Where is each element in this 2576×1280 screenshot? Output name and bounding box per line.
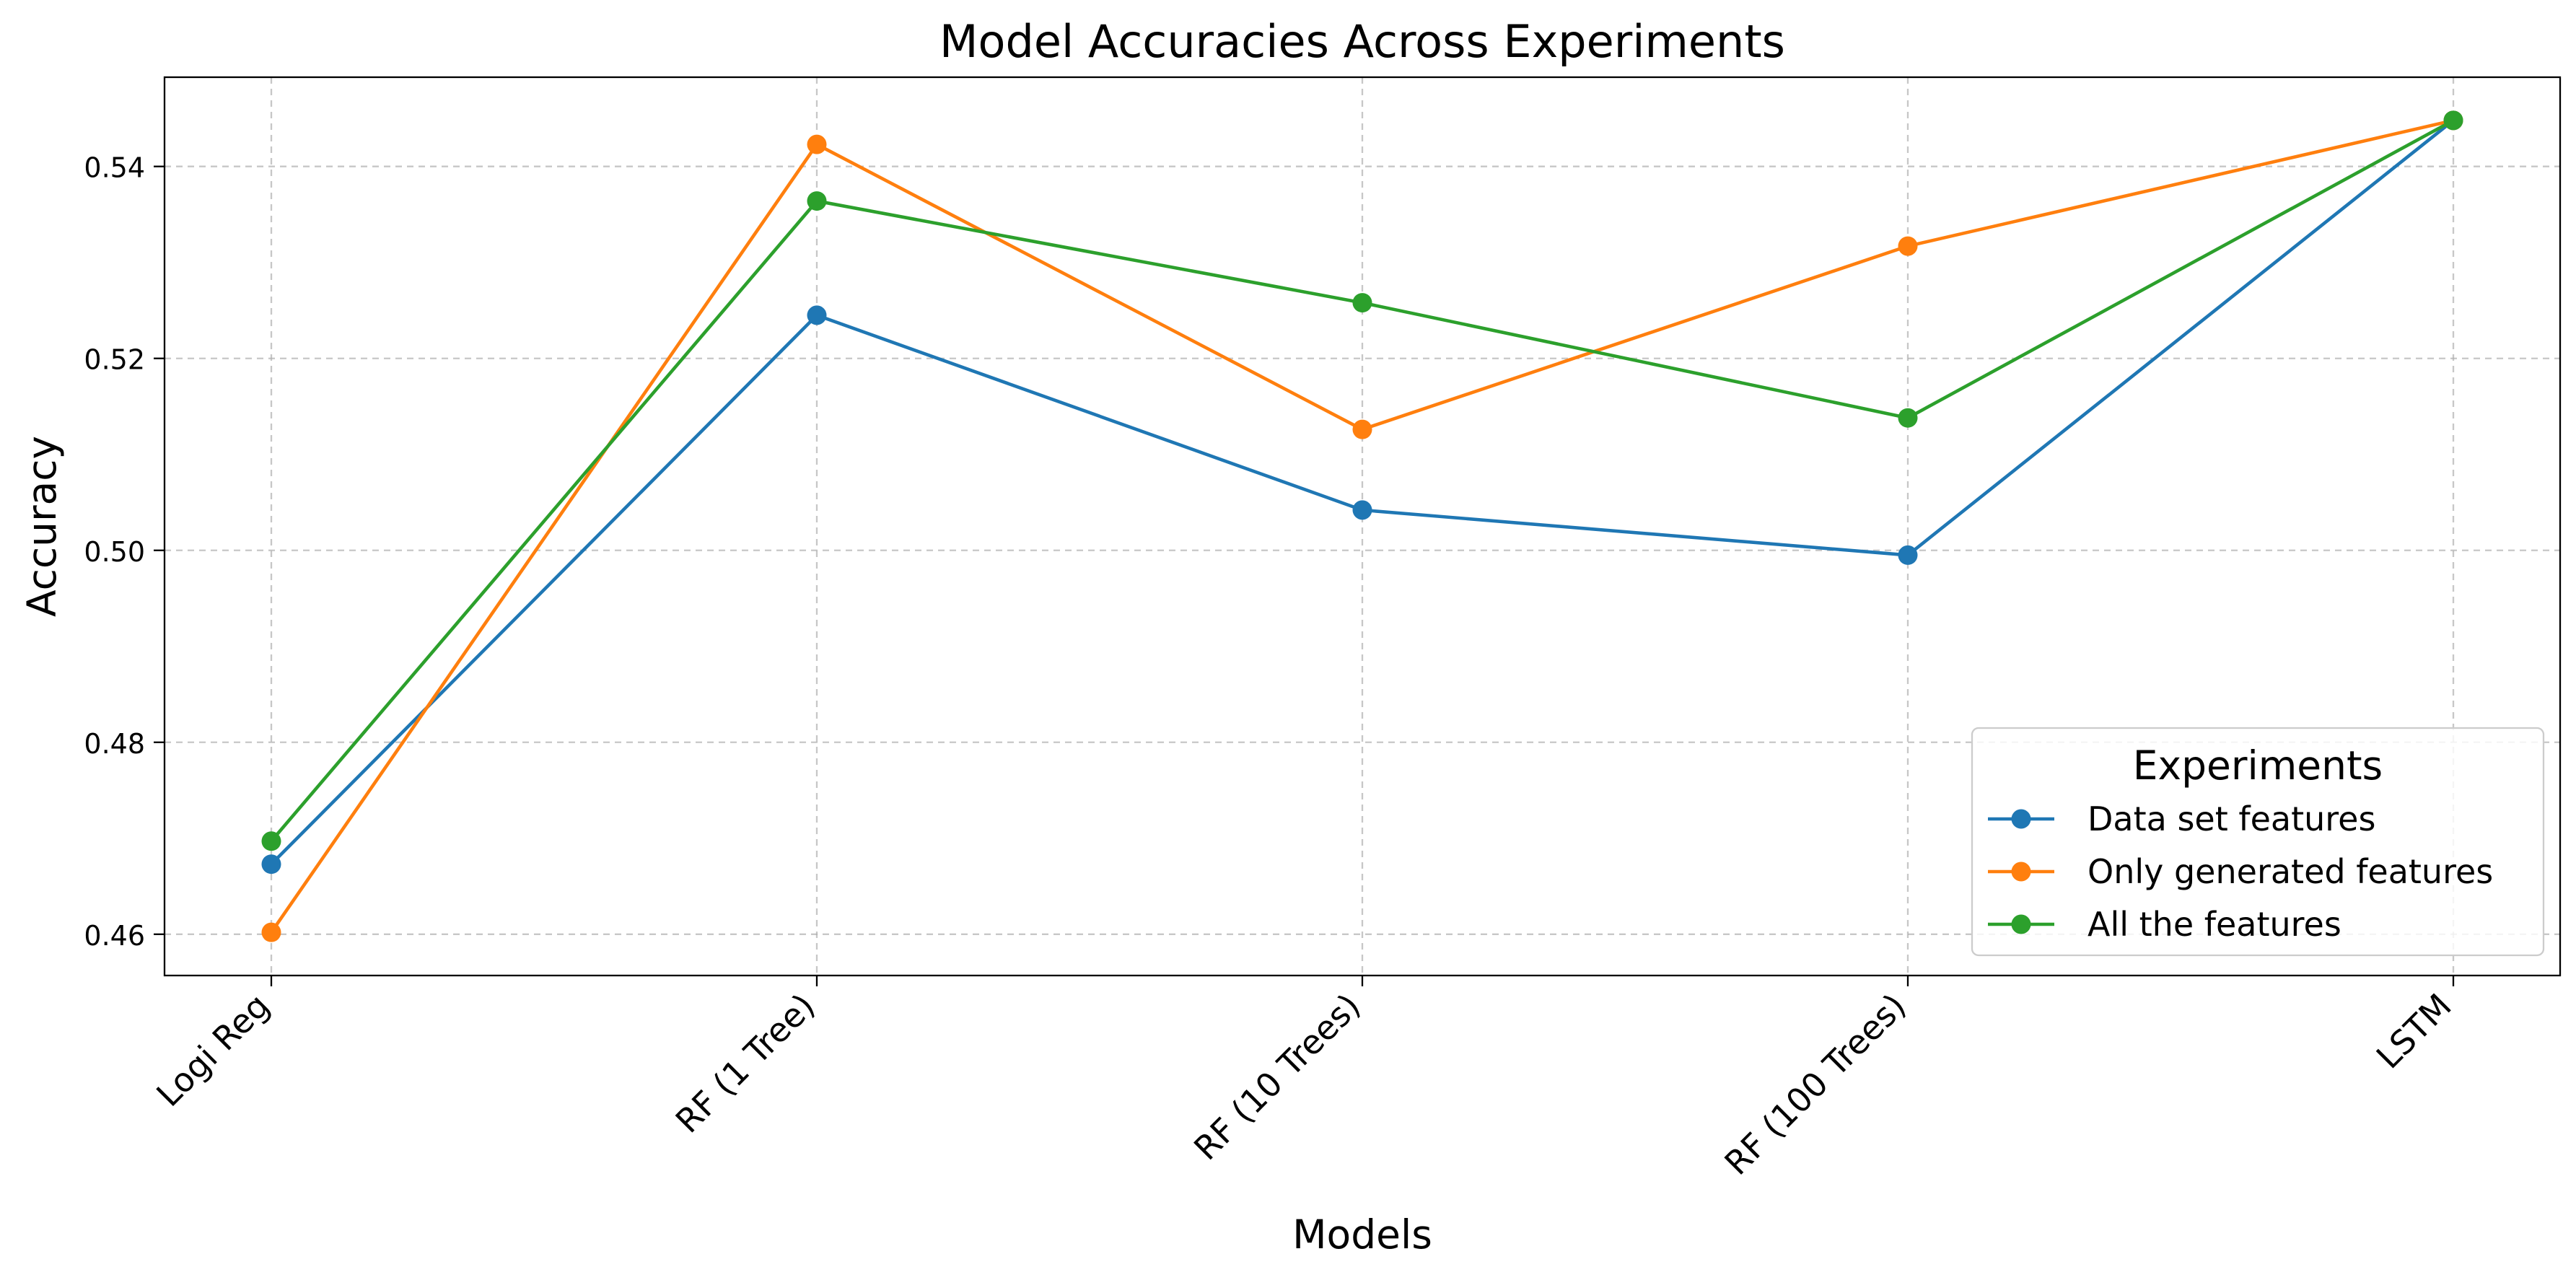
x-tick-label: RF (100 Trees) bbox=[1717, 986, 1913, 1183]
x-axis-label: Models bbox=[1292, 1211, 1432, 1258]
x-tick-label: RF (1 Tree) bbox=[668, 986, 823, 1141]
data-point-marker bbox=[261, 831, 281, 851]
legend-box bbox=[1971, 727, 2545, 957]
data-point-marker bbox=[1352, 500, 1372, 520]
x-tick-label: Logi Reg bbox=[149, 986, 276, 1114]
legend-entry-label: Only generated features bbox=[2087, 852, 2493, 891]
data-point-marker bbox=[807, 305, 827, 325]
legend-marker-swatch bbox=[2011, 914, 2031, 934]
legend-marker-swatch bbox=[2011, 809, 2031, 829]
y-tick-label: 0.54 bbox=[84, 152, 145, 184]
data-point-marker bbox=[261, 854, 281, 874]
data-point-marker bbox=[1352, 419, 1372, 439]
series-layer bbox=[261, 110, 2463, 942]
data-point-marker bbox=[807, 191, 827, 211]
data-point-marker bbox=[261, 922, 281, 942]
y-tick-label: 0.52 bbox=[84, 344, 145, 376]
legend-title: Experiments bbox=[2133, 742, 2383, 789]
data-point-marker bbox=[1898, 236, 1918, 256]
data-point-marker bbox=[1898, 408, 1918, 428]
y-tick-label: 0.46 bbox=[84, 920, 145, 952]
legend-entry-label: All the features bbox=[2087, 905, 2341, 944]
chart-title: Model Accuracies Across Experiments bbox=[939, 15, 1785, 68]
data-point-marker bbox=[1898, 545, 1918, 565]
legend: Experiments Data set features Only genera… bbox=[1971, 727, 2545, 957]
x-tick-label: LSTM bbox=[2369, 986, 2459, 1077]
legend-entries: Data set features Only generated features… bbox=[1988, 799, 2493, 944]
tick-layer: Logi Reg RF (1 Tree) RF (10 Trees) RF (100 … bbox=[84, 152, 2458, 1183]
data-point-marker bbox=[807, 134, 827, 154]
y-tick-label: 0.50 bbox=[84, 536, 145, 568]
y-axis-label: Accuracy bbox=[19, 436, 65, 617]
legend-entry-label: Data set features bbox=[2087, 799, 2375, 838]
data-point-marker bbox=[2443, 110, 2463, 131]
x-tick-label: RF (10 Trees) bbox=[1186, 986, 1368, 1168]
legend-marker-swatch bbox=[2011, 862, 2031, 882]
data-point-marker bbox=[1352, 293, 1372, 313]
y-tick-label: 0.48 bbox=[84, 728, 145, 760]
